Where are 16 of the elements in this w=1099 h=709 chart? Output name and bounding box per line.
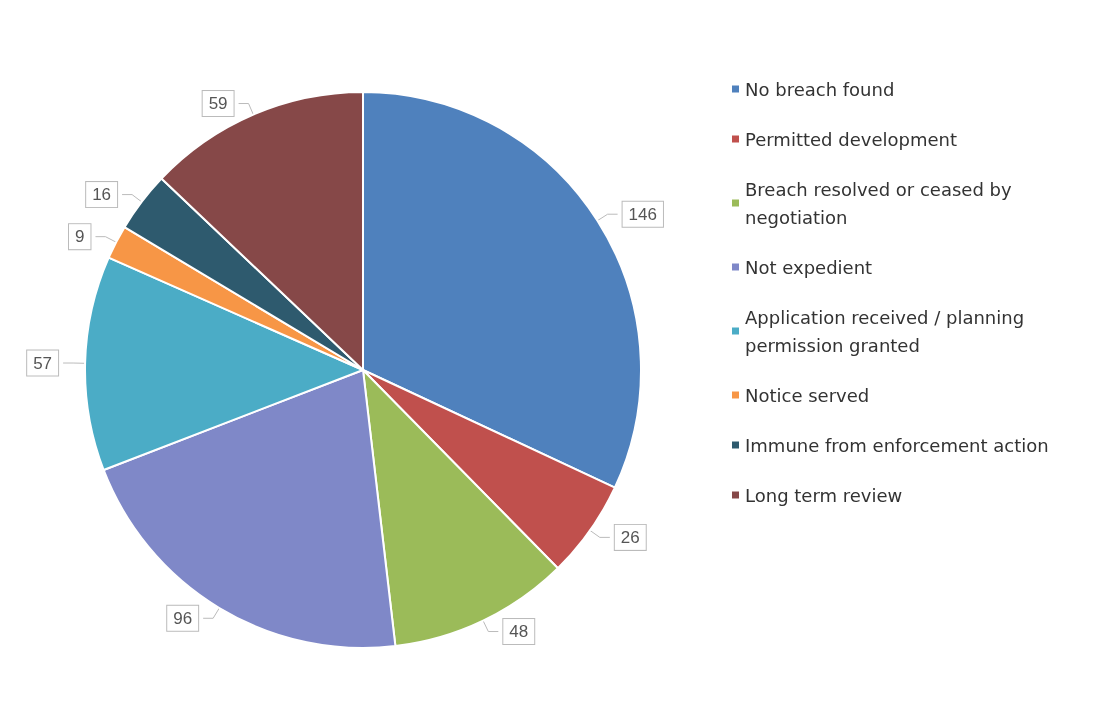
legend-label: Long term review (745, 484, 903, 506)
data-label: 96 (173, 608, 193, 628)
legend-label: Permitted development (745, 128, 957, 150)
legend-label: Application received / planning permission granted (745, 306, 1030, 356)
legend-label: Breach resolved or ceased by negotiation (745, 178, 1018, 228)
data-label: 9 (75, 227, 85, 247)
data-label: 48 (509, 622, 529, 642)
data-label: 57 (33, 353, 53, 373)
legend-label: Immune from enforcement action (745, 434, 1049, 456)
legend-label: No breach found (745, 78, 895, 100)
data-label: 59 (208, 94, 228, 114)
data-label: 146 (628, 204, 657, 224)
legend-label: Notice served (745, 384, 870, 406)
legend-label: Not expedient (745, 256, 873, 278)
data-label: 26 (620, 527, 640, 547)
data-label: 16 (92, 185, 112, 205)
